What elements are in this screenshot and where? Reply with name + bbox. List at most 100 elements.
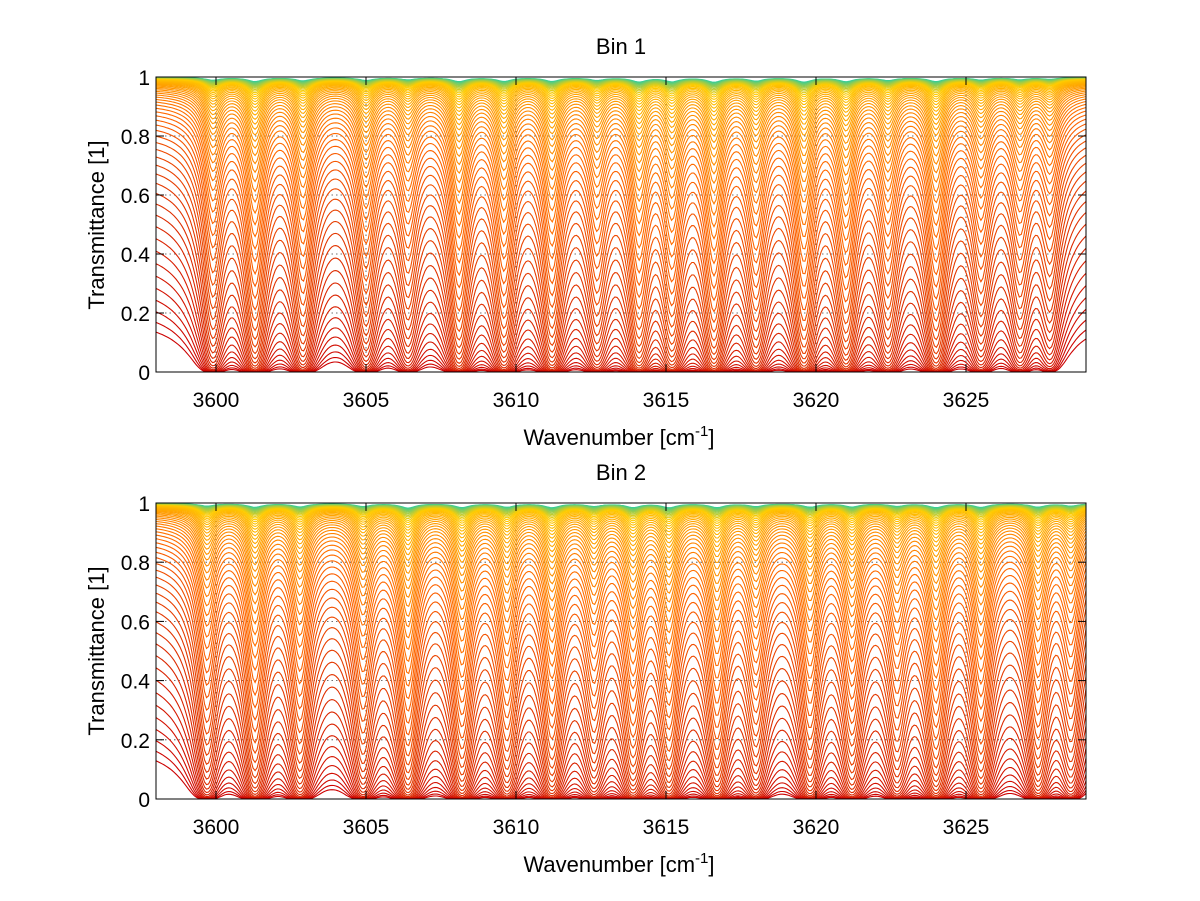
- x-tick-label: 3615: [643, 816, 690, 839]
- transmittance-series: [156, 506, 1087, 531]
- y-tick-label: 1: [138, 67, 150, 90]
- transmittance-series: [155, 551, 1087, 724]
- transmittance-series: [155, 511, 1087, 568]
- y-axis-label: Transmittance [1]: [84, 140, 109, 309]
- y-tick-label: 0.2: [121, 730, 150, 753]
- transmittance-series: [155, 679, 1087, 799]
- transmittance-series: [155, 129, 1087, 313]
- transmittance-series: [156, 86, 1087, 151]
- x-tick-label: 3605: [343, 389, 390, 412]
- transmittance-series: [155, 601, 1087, 786]
- transmittance-series: [155, 96, 1087, 205]
- transmittance-series: [155, 101, 1087, 228]
- subplot-title: Bin 2: [596, 460, 646, 485]
- transmittance-series: [155, 87, 1087, 158]
- transmittance-series: [155, 80, 1087, 109]
- transmittance-series: [156, 504, 1087, 521]
- transmittance-series: [155, 592, 1087, 781]
- y-tick-label: 0.8: [121, 552, 150, 575]
- x-tick-label: 3620: [793, 389, 840, 412]
- transmittance-series: [155, 514, 1087, 582]
- y-tick-label: 0.8: [121, 126, 150, 149]
- transmittance-series: [156, 81, 1087, 117]
- transmittance-series: [155, 82, 1087, 121]
- transmittance-series: [156, 79, 1087, 100]
- transmittance-series: [155, 507, 1087, 542]
- x-axis-label-tail: ]: [708, 852, 714, 877]
- y-axis-label: Transmittance [1]: [84, 566, 109, 735]
- transmittance-series: [155, 546, 1087, 712]
- x-tick-label: 3620: [793, 816, 840, 839]
- transmittance-series: [156, 84, 1087, 137]
- transmittance-series: [155, 214, 1087, 371]
- x-tick-label: 3625: [943, 389, 990, 412]
- transmittance-series: [155, 250, 1087, 372]
- transmittance-series: [156, 505, 1087, 523]
- transmittance-series: [155, 192, 1087, 368]
- transmittance-series: [156, 79, 1087, 98]
- transmittance-series: [156, 79, 1086, 103]
- x-axis-label-superscript: -1: [695, 850, 708, 867]
- transmittance-series: [155, 557, 1087, 736]
- y-tick-label: 0.6: [121, 611, 150, 634]
- ticks: 3600 3605 3610 3615 3620 3625 0 0.2 0.4 0.6 0.8 1: [121, 493, 1086, 839]
- y-tick-label: 0.4: [121, 671, 151, 694]
- transmittance-series: [156, 504, 1087, 516]
- transmittance-series: [155, 510, 1087, 561]
- transmittance-series: [155, 531, 1087, 663]
- y-tick-label: 0: [138, 362, 150, 385]
- transmittance-series: [155, 667, 1087, 799]
- transmittance-series: [156, 78, 1087, 96]
- transmittance-series: [156, 505, 1087, 528]
- transmittance-series: [155, 90, 1087, 175]
- y-tick-label: 0: [138, 789, 150, 812]
- transmittance-series: [155, 182, 1087, 365]
- transmittance-series: [155, 141, 1087, 333]
- transmittance-series: [155, 643, 1087, 798]
- transmittance-series: [155, 104, 1087, 240]
- transmittance-series: [155, 509, 1087, 551]
- x-tick-label: 3610: [493, 389, 540, 412]
- y-tick-label: 0.6: [121, 185, 150, 208]
- transmittance-series: [155, 632, 1087, 796]
- transmittance-series: [155, 542, 1087, 700]
- transmittance-series: [155, 89, 1087, 166]
- transmittance-series: [155, 119, 1087, 290]
- transmittance-series: [155, 78, 1087, 92]
- transmittance-series: [155, 534, 1087, 675]
- transmittance-series: [155, 111, 1087, 265]
- transmittance-series: [155, 621, 1087, 794]
- transmittance-series: [155, 203, 1087, 370]
- x-axis-label-superscript: -1: [695, 423, 708, 440]
- x-tick-label: 3605: [343, 816, 390, 839]
- transmittance-series: [155, 760, 1087, 799]
- x-tick-label: 3625: [943, 816, 990, 839]
- transmittance-series: [155, 512, 1087, 574]
- subplot-bin-1: Bin 1 3600 3605 3610 3615 3620 3625 0 0.2 0.4 0.6…: [84, 34, 1087, 450]
- transmittance-series: [155, 584, 1087, 774]
- transmittance-series: [155, 173, 1087, 361]
- transmittance-series: [156, 80, 1087, 106]
- transmittance-series: [156, 78, 1086, 94]
- transmittance-series: [155, 611, 1087, 790]
- transmittance-series: [155, 528, 1087, 651]
- transmittance-series: [155, 238, 1087, 372]
- transmittance-series: [155, 509, 1087, 556]
- x-axis-label: Wavenumber [cm-1]: [523, 850, 714, 877]
- subplot-title: Bin 1: [596, 34, 646, 59]
- transmittance-series: [155, 515, 1087, 590]
- transmittance-series: [155, 517, 1087, 598]
- axes-frame: [155, 76, 1087, 373]
- x-tick-label: 3600: [193, 816, 240, 839]
- transmittance-series: [155, 504, 1087, 520]
- y-tick-label: 0.2: [121, 303, 150, 326]
- series-group: [155, 503, 1087, 799]
- y-tick-label: 0.4: [121, 244, 151, 267]
- transmittance-series: [156, 85, 1087, 144]
- transmittance-series: [155, 506, 1087, 534]
- transmittance-series: [156, 505, 1087, 526]
- x-axis-label-text: Wavenumber [cm: [523, 425, 695, 450]
- transmittance-series: [155, 81, 1087, 113]
- transmittance-series: [155, 563, 1087, 747]
